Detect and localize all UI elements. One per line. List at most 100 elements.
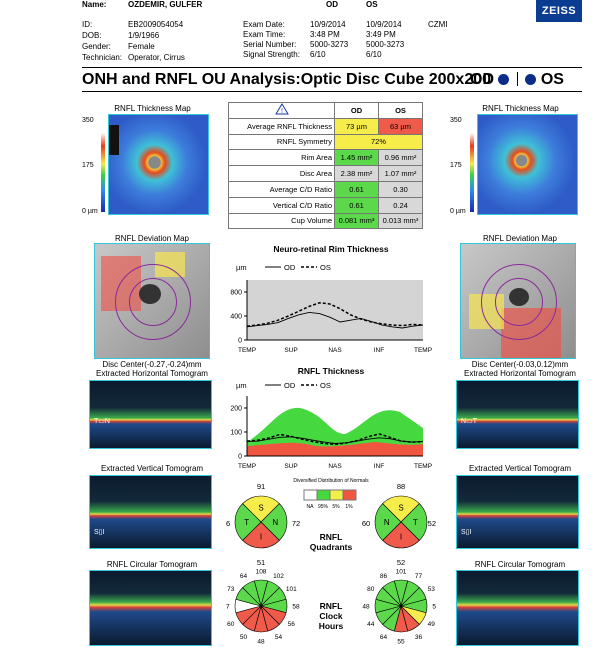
rim-os-line (246, 302, 424, 327)
y-tick-label: 0 (238, 338, 242, 345)
clock-hour-value: 101 (286, 586, 297, 593)
clock-title-line3: Hours (319, 621, 344, 631)
rnfl-thickness-chart: RNFL Thickness µm OD OS 0 100 200 TEMP SUP NA… (230, 366, 432, 470)
os-vertical-cd: 0.24 (378, 196, 423, 214)
row-label: RNFL Symmetry (228, 133, 335, 151)
od-thickness-artifact (109, 125, 119, 155)
os-scale-mid: 175 (450, 162, 462, 169)
patient-dob: 1/9/1966 (128, 31, 160, 40)
os-quad-i-value: 52 (397, 558, 405, 567)
y-tick-label: 800 (230, 290, 242, 297)
clock-hour-value: 55 (432, 604, 436, 611)
clock-hour-value: 80 (367, 586, 375, 593)
clock-hour-value: 56 (288, 621, 296, 628)
os-dot-icon (525, 74, 537, 85)
os-scale-top: 350 (450, 117, 462, 124)
rnfl-normal-band-red (247, 442, 423, 456)
os-circular-tomo-title: RNFL Circular Tomogram (474, 560, 566, 569)
rnfl-chart-title: RNFL Thickness (298, 366, 365, 376)
rim-chart-title: Neuro-retinal Rim Thickness (273, 244, 389, 254)
legend-swatch-1 (342, 489, 357, 501)
patient-id: EB2009054054 (128, 20, 184, 29)
os-v-orientation: S▯I (461, 529, 472, 536)
quadrants-title-line2: Quadrants (310, 542, 353, 552)
clock-hour-value: 108 (256, 569, 267, 576)
os-vertical-tomogram: S▯I (456, 475, 579, 549)
header-os: OS (366, 0, 378, 9)
legend-swatch-95 (316, 489, 331, 501)
clock-hour-value: 64 (380, 634, 388, 641)
title-rule-bottom (82, 91, 582, 92)
title-rule-top (82, 67, 582, 68)
os-scale-bottom: 0 µm (450, 208, 466, 215)
table-col-od: OD (334, 102, 379, 119)
name-label: Name: (82, 0, 107, 9)
od-quad-n-value: 72 (292, 519, 300, 528)
x-tick-label: NAS (328, 347, 342, 354)
clock-hour-value: 97 (226, 604, 230, 611)
od-deviation-map (94, 243, 210, 359)
clock-hour-value: 49 (428, 621, 436, 628)
os-h-orientation: N▭T (461, 418, 477, 425)
clock-hour-value: 55 (397, 639, 405, 646)
od-horizontal-tomo-title: Extracted Horizontal Tomogram (96, 369, 208, 378)
rnfl-legend-os: OS (320, 381, 331, 390)
clock-hour-value: 60 (227, 621, 235, 628)
od-quad-t-value: 76 (226, 519, 230, 528)
od-h-left: T (94, 418, 99, 425)
od-deviation-circle-inner (129, 278, 177, 326)
quadrant-letter: N (384, 518, 390, 527)
od-h-right: N (104, 418, 110, 425)
serial-od: 5000-3273 (310, 40, 349, 49)
clock-hour-value: 53 (428, 586, 436, 593)
gender-label: Gender: (82, 42, 111, 51)
clock-sector (242, 580, 262, 608)
rim-plot-area (247, 280, 423, 340)
x-tick-label: INF (374, 347, 385, 354)
clock-sector (382, 580, 402, 608)
os-deviation-disc (509, 288, 529, 306)
quadrant-letter: N (272, 518, 278, 527)
os-cup-volume: 0.013 mm³ (378, 212, 423, 230)
clock-title-line2: Clock (319, 611, 342, 621)
os-quad-n-value: 60 (362, 519, 370, 528)
od-thickness-map-title: RNFL Thickness Map (114, 104, 191, 113)
rnfl-legend-od: OD (284, 381, 296, 390)
rim-axis: 0 400 800 TEMP SUP NAS INF TEMP (230, 280, 432, 354)
exam-values-os: 10/9/2014 3:49 PM 5000-3273 6/10 (366, 20, 404, 60)
quadrant-letter: I (400, 532, 402, 541)
quadrant-letter: T (413, 518, 418, 527)
rnfl-od-line (246, 436, 424, 444)
clock-hour-value: 102 (273, 573, 284, 580)
od-horizontal-tomogram: T▭N (89, 380, 212, 449)
clock-hour-value: 54 (275, 634, 283, 641)
clock-title-line1: RNFL (320, 601, 343, 611)
os-deviation-map (460, 243, 576, 359)
x-tick-label: TEMP (414, 347, 432, 354)
legend-swatch-5 (329, 489, 344, 501)
table-row: Rim Area 1.45 mm² 0.96 mm² (228, 149, 423, 167)
title-eye-legend: OD OS (470, 71, 564, 89)
clock-hour-value: 36 (415, 634, 423, 641)
exam-time-label: Exam Time: (243, 30, 286, 39)
rnfl-results-table: ! OD OS Average RNFL Thickness 73 µm 63 … (228, 102, 423, 230)
clock-hour-value: 50 (240, 634, 248, 641)
od-thickness-map (108, 114, 209, 215)
exam-values-od: 10/9/2014 3:48 PM 5000-3273 6/10 (310, 20, 348, 60)
y-tick-label: 100 (230, 430, 242, 437)
x-tick-label: NAS (328, 463, 342, 470)
row-label: Cup Volume (228, 212, 335, 230)
y-tick-label: 0 (238, 454, 242, 461)
id-label: ID: (82, 20, 93, 29)
page-title-text: ONH and RNFL OU Analysis:Optic Disc Cube… (82, 71, 492, 88)
legend-na: NA (307, 504, 315, 510)
x-tick-label: TEMP (414, 463, 432, 470)
od-quad-i-value: 51 (257, 558, 265, 567)
quadrants-title-line1: RNFL (320, 532, 343, 542)
rim-thickness-chart: Neuro-retinal Rim Thickness µm OD OS 0 40… (230, 244, 432, 354)
od-scale-bottom: 0 µm (82, 208, 98, 215)
rim-legend-od: OD (284, 263, 296, 272)
serial-label: Serial Number: (243, 40, 297, 49)
os-average-cd: 0.30 (378, 180, 423, 198)
os-circular-tomogram (456, 570, 579, 646)
